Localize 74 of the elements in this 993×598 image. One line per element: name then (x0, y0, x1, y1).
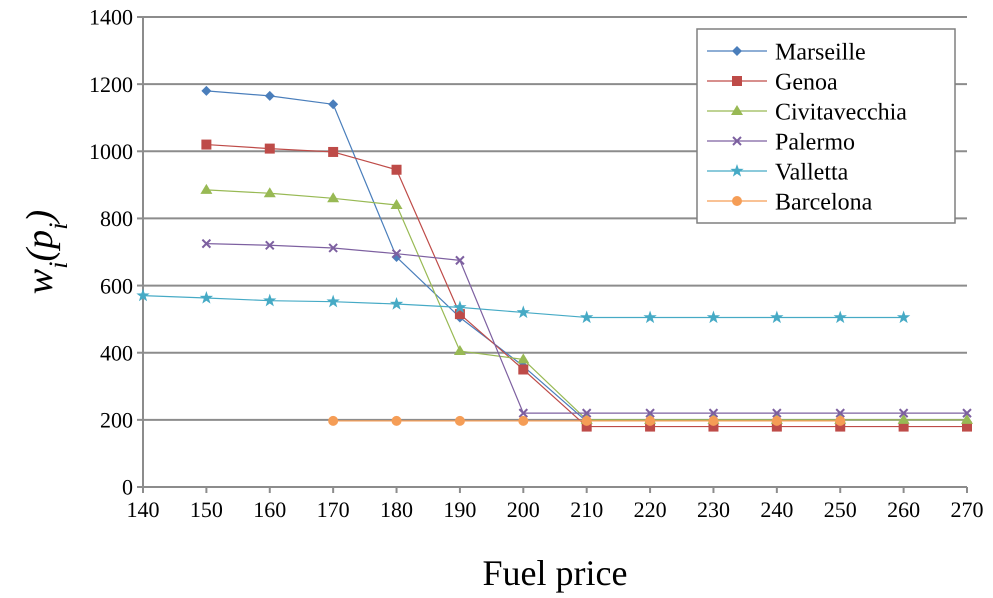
x-tick-label: 180 (380, 497, 414, 522)
x-tick-label: 230 (696, 497, 730, 522)
point (896, 310, 910, 324)
point (516, 305, 530, 318)
point (962, 408, 972, 418)
point (454, 255, 465, 266)
x-tick-label: 220 (634, 497, 667, 522)
legend-label: Civitavecchia (775, 99, 908, 126)
x-tick-label: 250 (824, 497, 857, 522)
point (264, 144, 275, 154)
point (392, 248, 402, 259)
point (264, 240, 275, 250)
x-axis-title: Fuel price (482, 553, 628, 593)
x-tick-label: 240 (760, 497, 794, 522)
point (200, 184, 212, 194)
point (643, 310, 657, 324)
x-tick-label: 150 (190, 497, 223, 522)
point (263, 294, 276, 306)
point (201, 86, 212, 96)
point (327, 192, 340, 202)
legend-label: Palermo (775, 129, 855, 156)
point (708, 408, 718, 418)
legend-label: Barcelona (775, 189, 873, 216)
y-tick-label: 800 (100, 206, 133, 232)
point (264, 187, 276, 198)
point (390, 297, 404, 310)
y-tick-label: 1200 (89, 72, 133, 97)
x-tick-label: 260 (887, 497, 920, 522)
legend-label: Marseille (775, 39, 866, 66)
point (961, 414, 973, 424)
point (201, 140, 212, 150)
point (898, 414, 910, 424)
point (454, 345, 466, 356)
x-tick-label: 160 (253, 497, 286, 522)
point (328, 99, 338, 110)
point (326, 294, 340, 308)
point (200, 290, 214, 304)
y-tick-label: 600 (100, 273, 133, 298)
point (453, 300, 467, 314)
point (392, 164, 402, 175)
point (328, 416, 338, 426)
point (898, 408, 909, 418)
point (706, 310, 720, 324)
point (834, 310, 847, 324)
legend-label: Valletta (775, 159, 849, 186)
point (772, 408, 782, 418)
point (392, 416, 402, 426)
x-tick-label: 190 (443, 497, 476, 522)
point (518, 408, 528, 418)
point (136, 288, 150, 302)
point (582, 408, 592, 418)
y-tick-label: 1400 (89, 4, 133, 30)
point (770, 310, 784, 324)
point (518, 416, 528, 426)
point (201, 238, 212, 249)
point (328, 242, 338, 253)
y-tick-label: 0 (122, 474, 133, 500)
point (328, 146, 338, 157)
legend-label: Genoa (775, 69, 838, 96)
x-tick-label: 200 (506, 497, 540, 522)
x-tick-label: 210 (570, 497, 604, 522)
y-tick-label: 400 (100, 340, 133, 366)
point (580, 310, 594, 324)
point (264, 90, 275, 101)
point (454, 416, 465, 426)
point (390, 199, 403, 209)
x-tick-label: 170 (316, 497, 350, 522)
x-tick-label: 140 (126, 497, 160, 522)
point (835, 408, 846, 418)
y-tick-label: 200 (100, 408, 133, 433)
point (517, 353, 530, 364)
x-tick-label: 270 (950, 497, 984, 522)
point (645, 408, 656, 418)
y-tick-label: 1000 (89, 138, 133, 164)
